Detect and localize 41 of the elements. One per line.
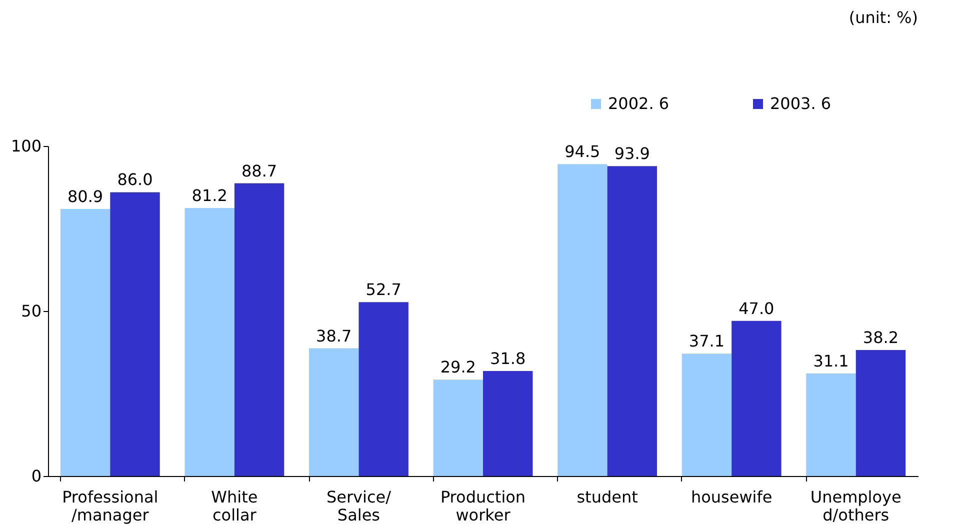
y-tick-label: 100 bbox=[10, 136, 42, 156]
bar bbox=[732, 320, 782, 476]
bar bbox=[234, 183, 284, 476]
x-tick-label: housewife bbox=[690, 488, 772, 506]
data-label: 29.2 bbox=[440, 358, 476, 377]
bar bbox=[184, 208, 234, 476]
bar bbox=[110, 192, 160, 476]
bar bbox=[682, 354, 732, 476]
bar bbox=[558, 164, 608, 476]
x-tick-label: Professional /manager bbox=[62, 488, 158, 524]
legend-label: 2002. 6 bbox=[608, 94, 670, 113]
x-tick-label: Production worker bbox=[440, 488, 526, 524]
bar bbox=[607, 166, 657, 476]
data-label: 31.1 bbox=[813, 351, 849, 370]
bar bbox=[483, 371, 533, 476]
y-tick-label: 50 bbox=[21, 302, 42, 320]
bar bbox=[433, 380, 483, 476]
data-label: 47.0 bbox=[738, 298, 774, 318]
y-tick-label: 0 bbox=[31, 466, 42, 486]
legend-label: 2003. 6 bbox=[770, 94, 832, 113]
x-tick-label: Unemploye d/others bbox=[810, 488, 902, 524]
data-label: 52.7 bbox=[366, 280, 402, 300]
bar bbox=[60, 209, 110, 476]
data-label: 31.8 bbox=[490, 349, 526, 368]
bar bbox=[856, 350, 906, 476]
data-label: 93.9 bbox=[614, 144, 650, 164]
data-label: 38.7 bbox=[316, 326, 352, 346]
bar bbox=[806, 373, 856, 476]
data-label: 86.0 bbox=[117, 170, 153, 190]
data-label: 88.7 bbox=[241, 161, 278, 180]
x-tick-label: White collar bbox=[211, 488, 258, 524]
bar bbox=[309, 348, 359, 476]
x-tick-label: student bbox=[576, 488, 638, 506]
x-tick-label: Service/ Sales bbox=[326, 488, 392, 524]
data-label: 80.9 bbox=[67, 187, 104, 206]
data-label: 94.5 bbox=[564, 142, 600, 162]
bar bbox=[358, 302, 408, 476]
data-label: 37.1 bbox=[688, 332, 725, 351]
data-label: 38.2 bbox=[862, 328, 899, 347]
data-label: 81.2 bbox=[192, 186, 228, 206]
text: (unit: %) bbox=[848, 8, 918, 27]
